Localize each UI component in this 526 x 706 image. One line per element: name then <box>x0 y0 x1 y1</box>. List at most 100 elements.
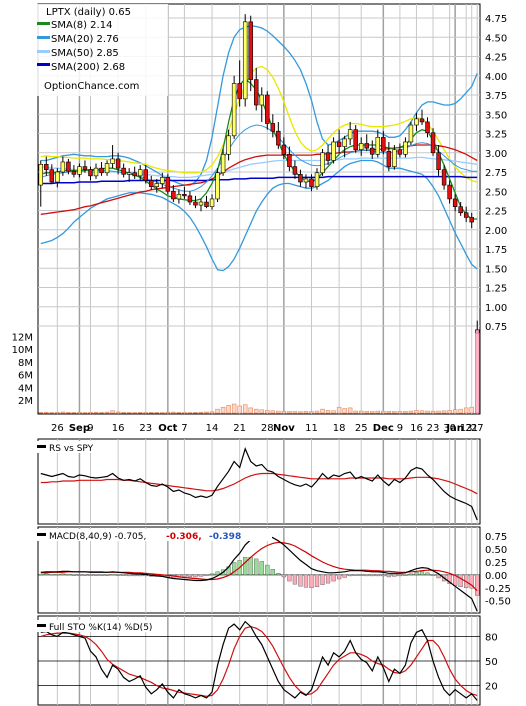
date-label-20: 13 <box>460 423 473 434</box>
volume-ytick-4: 4M <box>18 383 33 394</box>
volume-bar-69 <box>419 410 425 414</box>
volume-bar-4 <box>60 411 66 414</box>
rs-legend: RS vs SPY <box>36 441 106 454</box>
candle-body-4 <box>60 161 66 173</box>
volume-bar-74 <box>447 410 452 414</box>
macd-hist-bar-4 <box>60 573 65 576</box>
price-ytick-15: 1.00 <box>485 303 507 314</box>
macd-y-axis: 0.75 0.50 0.25 0.00 -0.25 -0.50 <box>485 532 511 608</box>
volume-bar-17 <box>132 412 137 414</box>
macd-hist-bar-0 <box>38 574 43 576</box>
macd-hist-bar-38 <box>248 557 253 576</box>
sto-legend-box <box>36 620 166 632</box>
volume-ytick-1: 10M <box>12 345 33 356</box>
candle-body-52 <box>325 152 331 161</box>
candle-body-15 <box>121 167 126 175</box>
volume-bar-77 <box>463 407 469 414</box>
candle-body-70 <box>425 121 430 134</box>
volume-bar-61 <box>375 410 381 414</box>
candle-body-67 <box>408 124 414 143</box>
macd-hist-bar-58 <box>359 574 364 576</box>
bollinger-bands <box>40 25 478 272</box>
date-label-11: 11 <box>305 423 318 434</box>
candle-body-7 <box>77 166 82 175</box>
volume-bar-44 <box>281 410 287 414</box>
macd-hist-bar-44 <box>281 574 286 578</box>
candle-body-41 <box>265 94 270 124</box>
sma50-line <box>40 156 478 179</box>
sto-d-line <box>40 625 478 697</box>
candle-body-68 <box>414 118 419 126</box>
date-label-8: 21 <box>233 423 246 434</box>
rs-panel-frame <box>37 438 481 525</box>
rs-lines <box>40 447 478 521</box>
macd-ytick-3: 0.00 <box>485 571 507 582</box>
macd-hist-bar-15 <box>121 574 126 576</box>
legend-swatch-sma200 <box>37 63 50 66</box>
candle-body-18 <box>137 169 143 177</box>
upper-band-line <box>40 25 478 186</box>
volume-bar-13 <box>110 410 115 414</box>
volume-bar-58 <box>358 410 364 414</box>
legend-sma8: SMA(8) 2.14 <box>51 20 112 31</box>
candle-body-8 <box>82 166 88 170</box>
volume-bar-40 <box>259 409 264 414</box>
price-ytick-1: 4.50 <box>485 33 507 44</box>
volume-bar-76 <box>458 408 463 414</box>
candle-body-44 <box>281 144 287 155</box>
macd-hist-bar-9 <box>88 574 93 576</box>
volume-bar-23 <box>165 411 171 414</box>
candle-body-25 <box>176 194 182 200</box>
chart-title: LPTX (daily) 0.65 <box>46 7 131 18</box>
price-ytick-3: 4.00 <box>485 72 507 83</box>
volume-bar-37 <box>242 404 248 414</box>
volume-bar-28 <box>193 412 198 414</box>
legend-sma20: SMA(20) 2.76 <box>51 34 119 45</box>
volume-bar-75 <box>452 409 458 414</box>
macd-hist-bar-51 <box>320 574 325 585</box>
volume-bar-11 <box>99 412 104 414</box>
candle-body-63 <box>386 150 392 167</box>
candle-body-55 <box>342 138 347 147</box>
volume-bar-57 <box>353 410 358 414</box>
volume-bar-20 <box>149 412 154 414</box>
sto-legend-swatch <box>37 624 46 627</box>
candle-body-3 <box>55 171 60 183</box>
price-ytick-9: 2.50 <box>485 187 507 198</box>
candle-body-28 <box>193 201 198 206</box>
candle-body-51 <box>320 152 325 174</box>
volume-bar-35 <box>231 403 237 414</box>
macd-hist-bar-42 <box>270 568 275 576</box>
macd-hist-bar-17 <box>132 574 137 577</box>
candle-body-2 <box>49 169 55 183</box>
macd-ytick-4: -0.25 <box>485 584 511 595</box>
volume-bar-6 <box>71 412 77 414</box>
volume-bar-70 <box>425 410 430 414</box>
candle-body-13 <box>110 158 115 164</box>
date-label-7: 14 <box>206 423 219 434</box>
macd-hist-bar-18 <box>138 574 143 577</box>
volume-bar-33 <box>220 406 226 414</box>
candle-body-65 <box>397 149 403 155</box>
macd-hist-bar-27 <box>187 574 193 578</box>
macd-hist-bar-48 <box>303 574 309 588</box>
candle-body-1 <box>44 164 49 170</box>
volume-bar-5 <box>66 412 71 414</box>
macd-hist-bar-45 <box>287 574 292 582</box>
price-ytick-8: 2.75 <box>485 168 507 179</box>
volume-bar-30 <box>204 411 209 414</box>
candle-body-59 <box>364 143 369 149</box>
volume-bar-78 <box>469 406 474 414</box>
date-label-21: 21 <box>465 423 478 434</box>
macd-hist-bar-26 <box>182 574 187 578</box>
macd-hist-bar-61 <box>375 574 380 577</box>
macd-hist-bar-7 <box>77 574 82 576</box>
macd-hist-bar-49 <box>309 574 314 588</box>
macd-hist-bar-13 <box>110 574 115 576</box>
date-label-4: 23 <box>139 423 152 434</box>
macd-hist-bar-64 <box>392 574 397 577</box>
date-label-22: 27 <box>471 423 484 434</box>
macd-hist-bar-46 <box>292 574 298 585</box>
volume-bar-71 <box>430 410 436 414</box>
